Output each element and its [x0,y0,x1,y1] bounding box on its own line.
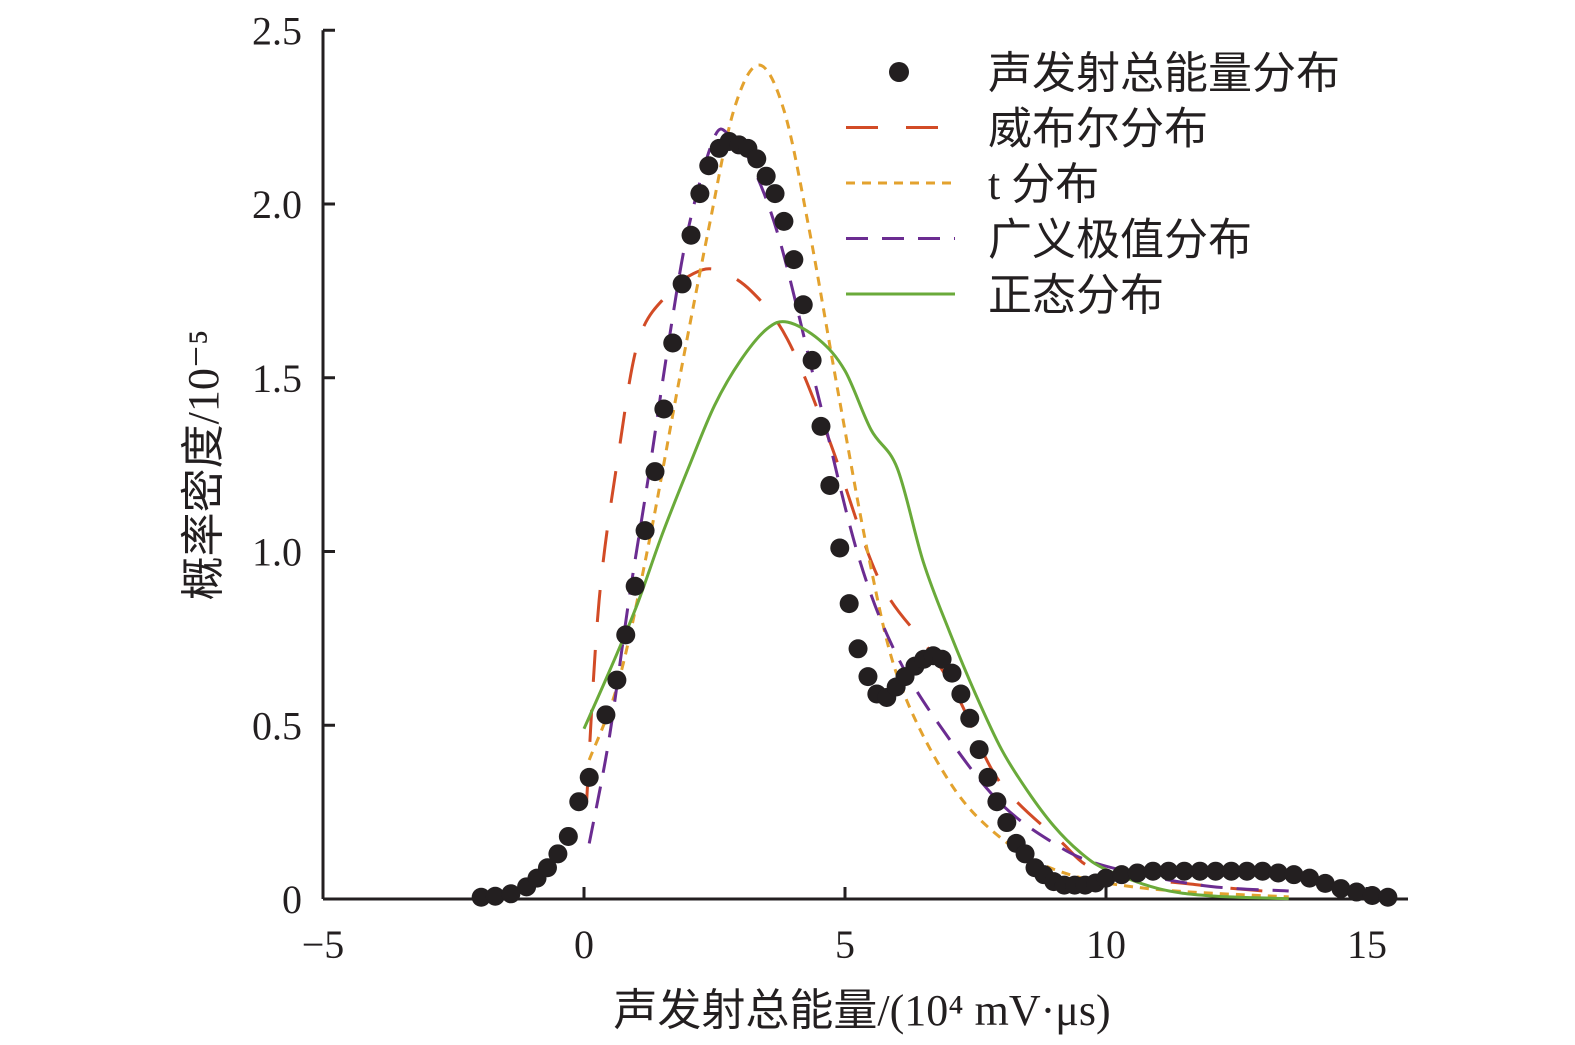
data-point [1015,844,1035,864]
data-point [1315,873,1335,893]
data-point [681,225,701,245]
data-point [1237,861,1257,881]
legend-label: 正态分布 [988,271,1164,320]
data-point [951,684,971,704]
series-line-1 [585,267,1289,895]
scatter-points [471,131,1398,907]
data-point [1300,868,1320,888]
data-point [793,295,813,315]
data-point [485,886,505,906]
data-point [765,184,785,204]
data-point [1253,861,1273,881]
data-point [1096,868,1116,888]
data-point [1112,865,1132,885]
data-point [848,639,868,659]
data-point [625,576,645,596]
y-tick-label: 2.5 [252,8,302,53]
data-point [548,844,568,864]
data-point [654,399,674,419]
data-point [1127,863,1147,883]
data-point [997,813,1017,833]
data-point [699,156,719,176]
data-point [1347,882,1367,902]
data-point [1221,861,1241,881]
y-tick-label: 2.0 [252,182,302,227]
series-line-3 [587,127,1289,893]
legend-marker [889,62,909,82]
data-point [1378,887,1398,907]
y-axis-label: 概率密度/10⁻⁵ [179,330,228,601]
data-point [1159,861,1179,881]
data-point [1143,861,1163,881]
data-point [1174,861,1194,881]
y-tick-label: 1.0 [252,530,302,575]
data-point [802,350,822,370]
legend-label: 威布尔分布 [988,105,1208,154]
data-point [1284,865,1304,885]
legend-label: t 分布 [988,160,1099,209]
data-point [579,767,599,787]
data-point [1362,886,1382,906]
data-point [978,767,998,787]
x-tick-label: 5 [835,922,855,967]
data-point [1331,879,1351,899]
data-point [645,462,665,482]
x-tick-label: −5 [302,922,345,967]
x-tick-label: 10 [1086,922,1126,967]
data-point [858,667,878,687]
y-tick-label: 0.5 [252,703,302,748]
y-tick-label: 1.5 [252,356,302,401]
data-point [1206,861,1226,881]
data-point [501,884,521,904]
data-point [830,538,850,558]
data-point [960,708,980,728]
data-point [839,594,859,614]
data-point [635,521,655,541]
x-tick-label: 0 [574,922,594,967]
data-point [969,740,989,760]
data-point [537,858,557,878]
curves [582,63,1289,901]
data-point [942,663,962,683]
data-point [690,184,710,204]
data-point [820,475,840,495]
data-point [616,625,636,645]
data-point [747,149,767,169]
data-point [932,649,952,669]
data-point [471,887,491,907]
data-point [987,792,1007,812]
y-tick-label: 0 [282,877,302,922]
x-axis-label: 声发射总能量/(10⁴ mV·μs) [613,986,1110,1035]
data-point [756,166,776,186]
x-tick-label: 15 [1347,922,1387,967]
data-point [784,250,804,270]
data-point [663,333,683,353]
data-point [607,670,627,690]
data-point [1268,863,1288,883]
data-point [811,416,831,436]
data-point [558,826,578,846]
series-line-4 [582,320,1289,901]
legend-label: 广义极值分布 [988,216,1252,265]
data-point [1190,861,1210,881]
data-point [672,274,692,294]
data-point [596,705,616,725]
data-point [774,211,794,231]
legend-label: 声发射总能量分布 [988,49,1340,98]
data-point [569,792,589,812]
